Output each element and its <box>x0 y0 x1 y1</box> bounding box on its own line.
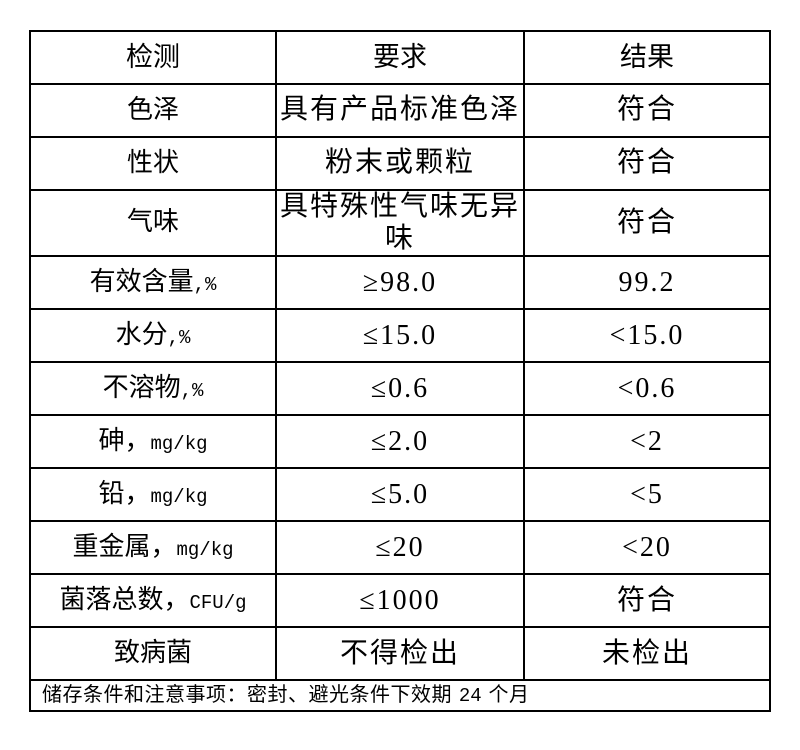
cell-requirement: ≤5.0 <box>275 467 525 523</box>
cell-item: 色泽 <box>29 83 277 138</box>
cell-result: 符合 <box>523 136 771 191</box>
table-row: 不溶物,% ≤0.6 <0.6 <box>29 361 771 417</box>
latin-unit-text: mg/kg <box>150 432 208 455</box>
cell-requirement: ≤0.6 <box>275 361 525 417</box>
cell-item: 性状 <box>29 136 277 191</box>
cell-requirement: ≤2.0 <box>275 414 525 470</box>
table-row: 水分,% ≤15.0 <15.0 <box>29 308 771 364</box>
cell-requirement: ≥98.0 <box>275 255 525 311</box>
inspection-table: 检测 要求 结果 色泽 具有产品标准色泽 符合 性状 粉末或颗粒 符合 气味 具… <box>29 30 771 713</box>
cell-item: 重金属，mg/kg <box>29 520 277 576</box>
cell-item: 砷，mg/kg <box>29 414 277 470</box>
latin-unit-text: ,% <box>167 326 191 349</box>
column-header-requirement: 要求 <box>275 30 525 85</box>
latin-unit-text: ,% <box>180 379 204 402</box>
cell-result: 符合 <box>523 83 771 138</box>
table-row: 重金属，mg/kg ≤20 <20 <box>29 520 771 576</box>
latin-unit-text: CFU/g <box>189 591 247 614</box>
latin-unit-text: mg/kg <box>176 538 234 561</box>
cell-result: <20 <box>523 520 771 576</box>
cell-requirement: 粉末或颗粒 <box>275 136 525 191</box>
cell-item: 菌落总数，CFU/g <box>29 573 277 629</box>
latin-unit-text: ,% <box>193 273 217 296</box>
latin-unit-text: 24 <box>458 685 482 708</box>
cell-item: 致病菌 <box>29 626 277 682</box>
cell-item: 气味 <box>29 188 277 258</box>
latin-unit-text: mg/kg <box>150 485 208 508</box>
cell-item: 铅，mg/kg <box>29 467 277 523</box>
cell-result: <2 <box>523 414 771 470</box>
cell-result: 符合 <box>523 188 771 258</box>
table-row: 砷，mg/kg ≤2.0 <2 <box>29 414 771 470</box>
table-row: 性状 粉末或颗粒 符合 <box>29 136 771 191</box>
cell-result: 符合 <box>523 573 771 629</box>
column-header-result: 结果 <box>523 30 771 85</box>
cell-item: 有效含量,% <box>29 255 277 311</box>
cell-requirement: ≤1000 <box>275 573 525 629</box>
cell-requirement: ≤15.0 <box>275 308 525 364</box>
cell-requirement: ≤20 <box>275 520 525 576</box>
cell-item: 水分,% <box>29 308 277 364</box>
table-footer-row: 储存条件和注意事项：密封、避光条件下效期 24 个月 <box>29 679 771 713</box>
cell-item: 不溶物,% <box>29 361 277 417</box>
table-row: 致病菌 不得检出 未检出 <box>29 626 771 682</box>
cell-result: 未检出 <box>523 626 771 682</box>
table-row: 气味 具特殊性气味无异味 符合 <box>29 188 771 258</box>
column-header-test: 检测 <box>29 30 277 85</box>
cell-result: 99.2 <box>523 255 771 311</box>
table-header-row: 检测 要求 结果 <box>29 30 771 85</box>
footer-note: 储存条件和注意事项：密封、避光条件下效期 24 个月 <box>29 679 771 713</box>
table-row: 菌落总数，CFU/g ≤1000 符合 <box>29 573 771 629</box>
cell-requirement: 不得检出 <box>275 626 525 682</box>
cell-requirement: 具有产品标准色泽 <box>275 83 525 138</box>
table-row: 铅，mg/kg ≤5.0 <5 <box>29 467 771 523</box>
table-row: 有效含量,% ≥98.0 99.2 <box>29 255 771 311</box>
cell-result: <0.6 <box>523 361 771 417</box>
table-row: 色泽 具有产品标准色泽 符合 <box>29 83 771 138</box>
cell-result: <5 <box>523 467 771 523</box>
cell-result: <15.0 <box>523 308 771 364</box>
cell-requirement: 具特殊性气味无异味 <box>275 188 525 258</box>
